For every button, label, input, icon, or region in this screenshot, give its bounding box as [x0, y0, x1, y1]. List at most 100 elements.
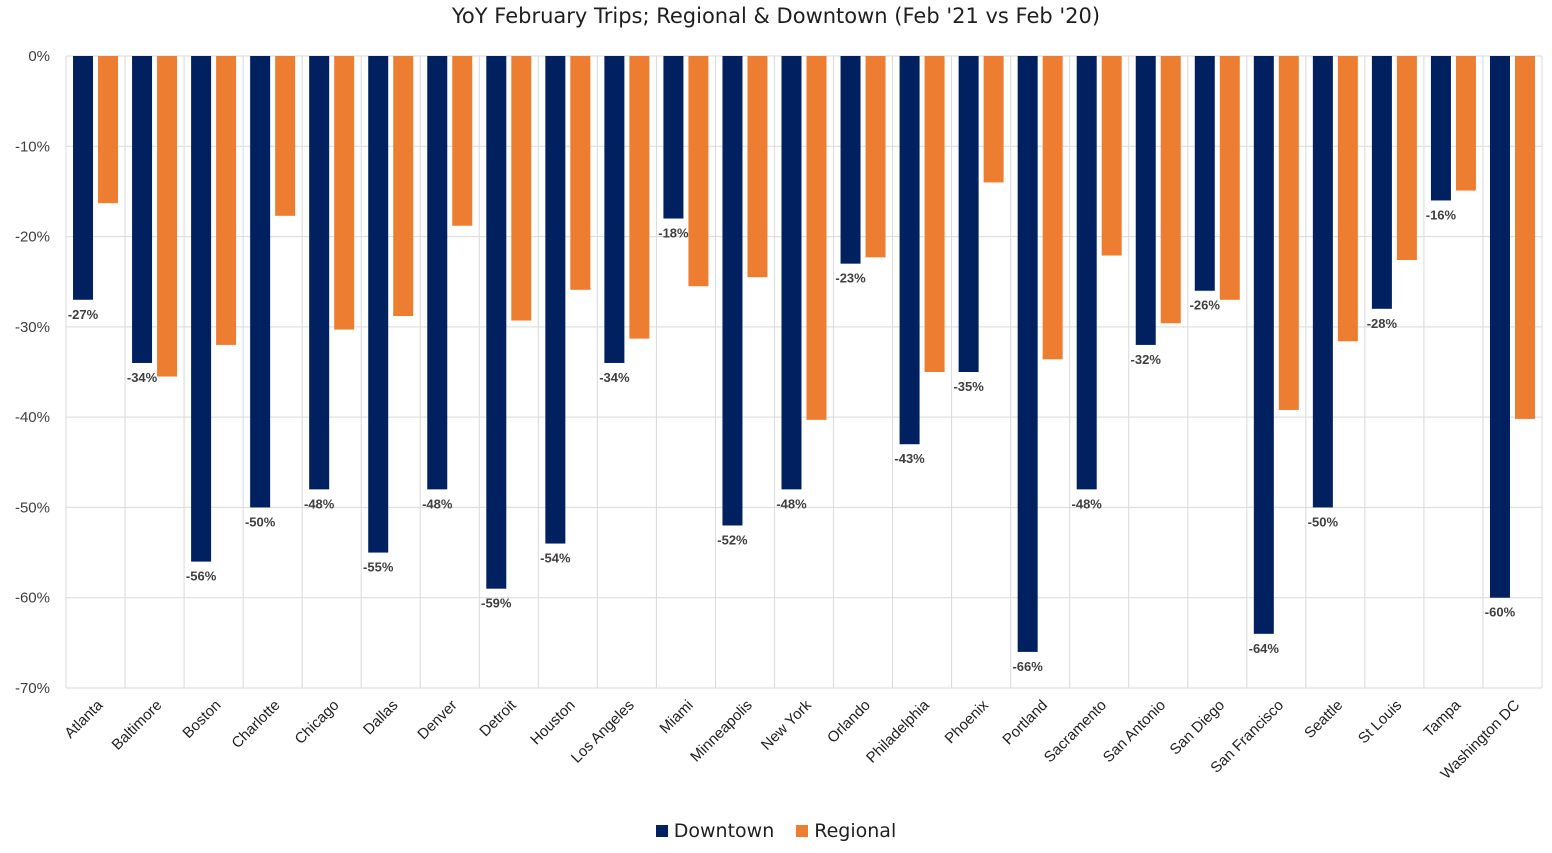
bar-downtown-san-francisco [1253, 56, 1274, 634]
data-label-downtown-detroit: -59% [481, 596, 512, 611]
bar-regional-houston [570, 56, 591, 290]
bar-regional-seattle [1337, 56, 1358, 342]
x-tick-label-denver: Denver [414, 697, 460, 743]
data-labels-layer: -27% -34% -56% -50% -48% -55% -48% -59% -54% -34%… [68, 207, 1516, 673]
bar-regional-san-diego [1219, 56, 1240, 300]
bar-downtown-boston [191, 56, 212, 562]
bar-downtown-los-angeles [604, 56, 625, 363]
x-tick-label-detroit: Detroit [476, 696, 520, 740]
bar-regional-chicago [334, 56, 355, 330]
bar-downtown-tampa [1430, 56, 1451, 201]
data-label-downtown-baltimore: -34% [127, 370, 158, 385]
x-tick-label-portland: Portland [999, 697, 1051, 749]
bar-downtown-sacramento [1076, 56, 1097, 490]
y-axis: 0% -10% -20% -30% -40% -50% -60% -70% [15, 48, 50, 697]
bar-downtown-portland [1017, 56, 1038, 652]
chart-title: YoY February Trips; Regional & Downtown … [451, 4, 1101, 28]
data-label-downtown-atlanta: -27% [68, 307, 99, 322]
bar-downtown-houston [545, 56, 566, 544]
data-label-downtown-san-diego: -26% [1190, 298, 1221, 313]
bar-regional-phoenix [983, 56, 1004, 183]
x-tick-label-los-angeles: Los Angeles [568, 697, 638, 767]
data-label-downtown-los-angeles: -34% [599, 370, 630, 385]
x-tick-label-phoenix: Phoenix [942, 696, 993, 747]
x-tick-label-san-diego: San Diego [1167, 697, 1229, 759]
bar-downtown-detroit [486, 56, 507, 589]
x-tick-label-new-york: New York [758, 696, 815, 753]
data-label-downtown-orlando: -23% [835, 271, 866, 286]
x-tick-label-san-antonio: San Antonio [1100, 697, 1169, 766]
legend-swatch-downtown [655, 825, 668, 837]
bar-regional-charlotte [275, 56, 296, 216]
legend-item-regional: Regional [796, 820, 896, 842]
legend-label-regional: Regional [814, 820, 897, 842]
data-label-downtown-tampa: -16% [1426, 207, 1457, 222]
x-tick-label-tampa: Tampa [1420, 696, 1464, 740]
bar-downtown-san-antonio [1135, 56, 1156, 345]
bar-downtown-new-york [781, 56, 802, 490]
data-label-downtown-minneapolis: -52% [717, 532, 748, 547]
data-label-downtown-philadelphia: -43% [894, 451, 925, 466]
bars-layer [73, 56, 1535, 652]
bar-regional-st-louis [1396, 56, 1417, 261]
data-label-downtown-san-antonio: -32% [1131, 352, 1162, 367]
bar-downtown-orlando [840, 56, 861, 264]
bar-regional-san-antonio [1160, 56, 1181, 324]
data-label-downtown-sacramento: -48% [1072, 496, 1103, 511]
bar-regional-tampa [1455, 56, 1476, 191]
x-axis: Atlanta Baltimore Boston Charlotte Chicago Da… [61, 696, 1523, 782]
y-tick-label: -10% [15, 138, 50, 155]
bar-regional-minneapolis [747, 56, 768, 278]
bar-downtown-miami [663, 56, 684, 219]
legend-swatch-regional [796, 825, 809, 837]
data-label-downtown-seattle: -50% [1308, 514, 1339, 529]
bar-regional-denver [452, 56, 473, 226]
x-tick-label-charlotte: Charlotte [228, 697, 283, 752]
bar-downtown-phoenix [958, 56, 979, 372]
bar-regional-atlanta [98, 56, 119, 204]
y-tick-label: -70% [15, 680, 50, 697]
bar-downtown-chicago [309, 56, 330, 490]
data-label-downtown-boston: -56% [186, 569, 217, 584]
x-tick-label-st-louis: St Louis [1355, 697, 1405, 747]
bar-regional-orlando [865, 56, 886, 258]
bar-regional-philadelphia [924, 56, 945, 372]
bar-downtown-san-diego [1194, 56, 1215, 291]
bar-regional-miami [688, 56, 709, 287]
bar-downtown-seattle [1312, 56, 1333, 508]
x-tick-label-seattle: Seattle [1301, 697, 1346, 742]
bar-downtown-minneapolis [722, 56, 743, 526]
legend: Downtown Regional [0, 820, 1552, 842]
bar-downtown-washington-dc [1489, 56, 1510, 598]
bar-downtown-philadelphia [899, 56, 920, 445]
bar-regional-san-francisco [1278, 56, 1299, 410]
x-tick-label-miami: Miami [656, 697, 696, 737]
y-tick-label: -50% [15, 499, 50, 516]
data-label-downtown-dallas: -55% [363, 560, 394, 575]
bar-regional-los-angeles [629, 56, 650, 339]
x-tick-label-chicago: Chicago [292, 697, 343, 748]
bar-regional-detroit [511, 56, 532, 321]
data-label-downtown-new-york: -48% [776, 496, 807, 511]
y-tick-label: -40% [15, 409, 50, 426]
x-tick-label-houston: Houston [527, 697, 579, 749]
y-tick-label: -30% [15, 319, 50, 336]
x-tick-label-philadelphia: Philadelphia [863, 696, 933, 766]
bar-regional-boston [216, 56, 237, 345]
data-label-downtown-phoenix: -35% [953, 379, 984, 394]
x-tick-label-minneapolis: Minneapolis [687, 697, 756, 766]
data-label-downtown-houston: -54% [540, 551, 571, 566]
x-tick-label-atlanta: Atlanta [61, 696, 107, 742]
bar-regional-new-york [806, 56, 827, 420]
bar-downtown-charlotte [250, 56, 271, 508]
bar-downtown-baltimore [132, 56, 153, 363]
bar-regional-sacramento [1101, 56, 1122, 256]
data-label-downtown-washington-dc: -60% [1485, 605, 1516, 620]
bar-regional-dallas [393, 56, 414, 317]
bar-regional-washington-dc [1514, 56, 1535, 419]
data-label-downtown-portland: -66% [1012, 659, 1043, 674]
data-label-downtown-san-francisco: -64% [1249, 641, 1280, 656]
data-label-downtown-denver: -48% [422, 496, 453, 511]
x-tick-label-boston: Boston [179, 697, 224, 742]
